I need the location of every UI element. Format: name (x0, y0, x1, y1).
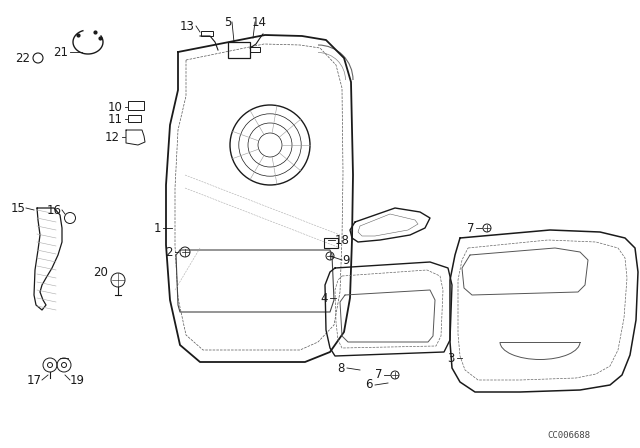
Text: 12: 12 (105, 130, 120, 143)
Text: 16: 16 (47, 203, 62, 216)
Text: 21: 21 (53, 46, 68, 59)
Text: 8: 8 (338, 362, 345, 375)
Text: 19: 19 (70, 374, 85, 387)
Text: 9: 9 (342, 254, 349, 267)
Text: 2: 2 (166, 246, 173, 258)
Text: 22: 22 (15, 52, 30, 65)
Text: 7: 7 (374, 369, 382, 382)
Text: 5: 5 (224, 16, 232, 29)
Text: 3: 3 (447, 352, 455, 365)
Text: 1: 1 (154, 221, 161, 234)
Text: 11: 11 (108, 112, 123, 125)
Text: 13: 13 (180, 20, 195, 33)
Text: 6: 6 (365, 379, 373, 392)
Text: 17: 17 (27, 374, 42, 387)
Text: 15: 15 (11, 202, 26, 215)
Text: 10: 10 (108, 100, 123, 113)
Text: 14: 14 (252, 16, 267, 29)
Text: 4: 4 (321, 292, 328, 305)
Text: 7: 7 (467, 221, 474, 234)
Text: 18: 18 (335, 233, 350, 246)
Text: CC006688: CC006688 (547, 431, 590, 440)
Text: 20: 20 (93, 266, 108, 279)
